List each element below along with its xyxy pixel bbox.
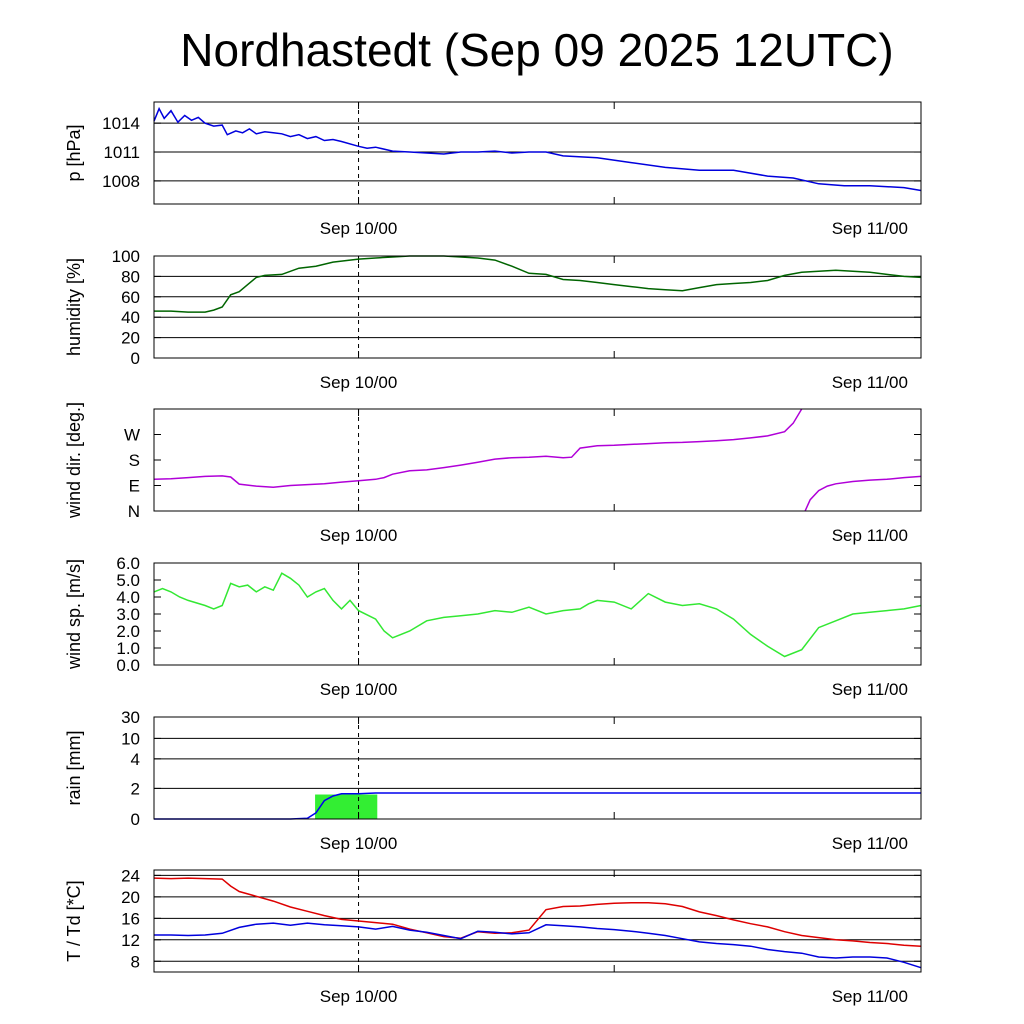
y-tick-label: 1011 <box>103 143 140 162</box>
y-axis-label: wind dir. [deg.] <box>64 402 84 519</box>
x-tick-label: Sep 11/00 <box>832 373 908 392</box>
x-tick-label: Sep 11/00 <box>832 680 908 699</box>
y-tick-label: 2.0 <box>116 622 140 641</box>
series-line <box>154 255 922 313</box>
series-line <box>153 408 922 512</box>
y-tick-label: 80 <box>121 267 140 286</box>
y-tick-label: 2 <box>131 779 140 798</box>
x-tick-label: Sep 10/00 <box>320 987 398 1006</box>
rain-bar <box>315 794 378 819</box>
panel-wind-speed: 0.01.02.03.04.05.06.0 wind sp. [m/s] Sep 1… <box>64 554 922 699</box>
y-tick-label: 60 <box>121 288 140 307</box>
chart-title: Nordhastedt (Sep 09 2025 12UTC) <box>180 24 893 76</box>
panel-pressure: 1008 1011 1014 p [hPa] Sep 10/00 Sep 11/00 <box>64 101 922 238</box>
x-tick-label: Sep 10/00 <box>320 373 398 392</box>
y-tick-label: 100 <box>112 247 140 266</box>
y-tick-label: 16 <box>121 909 140 928</box>
y-tick-label: 3.0 <box>116 605 140 624</box>
plot-frame <box>153 716 922 820</box>
x-tick-label: Sep 10/00 <box>320 680 398 699</box>
y-tick-label: 24 <box>121 866 140 885</box>
y-tick-label: 4.0 <box>116 588 140 607</box>
y-tick-label: N <box>128 502 140 521</box>
x-tick-label: Sep 10/00 <box>320 834 398 853</box>
x-tick-label: Sep 11/00 <box>832 526 908 545</box>
y-axis-label: humidity [%] <box>64 258 84 356</box>
y-tick-label: 20 <box>121 888 140 907</box>
y-tick-label: 0.0 <box>116 656 140 675</box>
y-tick-label: 10 <box>121 729 140 748</box>
x-tick-label: Sep 10/00 <box>320 219 398 238</box>
y-tick-label: 1014 <box>102 114 140 133</box>
y-tick-label: 1008 <box>102 172 140 191</box>
y-tick-label: S <box>129 451 140 470</box>
y-tick-label: 0 <box>131 810 140 829</box>
x-tick-label: Sep 10/00 <box>320 526 398 545</box>
panel-rain: 0 2 4 10 30 rain [mm] Sep 10/00 Sep 11/00 <box>64 708 922 853</box>
y-tick-label: 12 <box>121 931 140 950</box>
series-line <box>153 572 922 658</box>
series-line <box>153 106 922 192</box>
y-axis-label: p [hPa] <box>64 124 84 181</box>
y-tick-label: 30 <box>121 708 140 727</box>
plot-frame <box>153 255 922 359</box>
y-tick-label: 5.0 <box>116 571 140 590</box>
y-tick-label: 0 <box>131 349 140 368</box>
series-line <box>154 922 922 969</box>
y-axis-label: rain [mm] <box>64 730 84 805</box>
x-tick-label: Sep 11/00 <box>832 987 908 1006</box>
x-tick-label: Sep 11/00 <box>832 834 908 853</box>
plot-frame <box>153 869 922 973</box>
y-tick-label: 40 <box>121 308 140 327</box>
y-axis-label: T / Td [*C] <box>64 880 84 961</box>
panel-temperature: 8 12 16 20 24 T / Td [*C] Sep 10/00 Sep 11/00 <box>64 866 922 1006</box>
y-tick-label: E <box>129 477 140 496</box>
plot-frame <box>153 408 922 512</box>
plot-frame <box>153 562 922 666</box>
y-axis-label: wind sp. [m/s] <box>64 559 84 670</box>
y-tick-label: 4 <box>131 750 140 769</box>
y-tick-label: 1.0 <box>116 639 140 658</box>
series-line <box>153 877 922 947</box>
y-tick-label: 6.0 <box>116 554 140 573</box>
y-tick-label: W <box>124 426 140 445</box>
plot-frame <box>153 101 922 205</box>
y-tick-label: 20 <box>121 329 140 348</box>
y-tick-label: 8 <box>131 952 140 971</box>
series-line <box>154 792 921 820</box>
x-tick-label: Sep 11/00 <box>832 219 908 238</box>
